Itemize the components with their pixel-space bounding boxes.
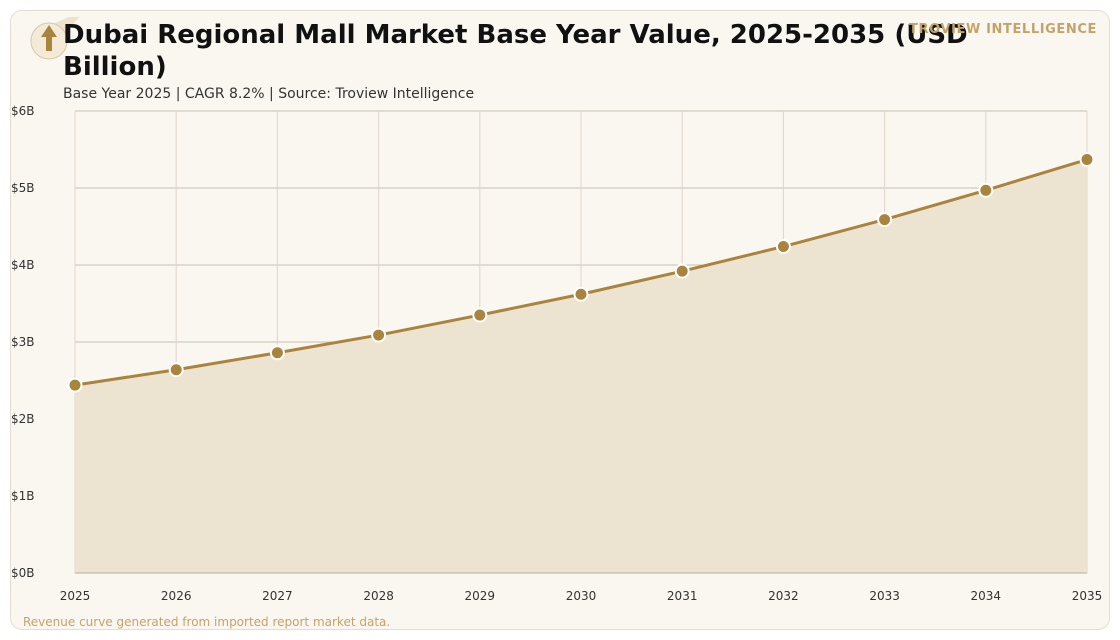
brand-label: TROVIEW INTELLIGENCE — [909, 22, 1097, 37]
y-tick-label: $4B — [11, 258, 35, 272]
x-tick-label: 2026 — [161, 589, 192, 603]
y-tick-label: $6B — [11, 104, 35, 118]
x-tick-label: 2031 — [667, 589, 698, 603]
x-tick-label: 2025 — [60, 589, 91, 603]
data-point — [775, 239, 791, 255]
chart-title: Dubai Regional Mall Market Base Year Val… — [63, 20, 968, 82]
upward-arrow-icon — [21, 11, 86, 63]
x-axis-ticks: 2025 2026 2027 2028 2029 2030 2031 2032 2033 2034… — [60, 589, 1103, 603]
y-tick-label: $3B — [11, 335, 35, 349]
data-point — [674, 263, 690, 279]
area-chart: $0B$1B$2B$3B$4B$5B$6B 2025 2026 2027 2028 20… — [11, 104, 1103, 603]
data-point — [67, 377, 83, 393]
area-fill — [75, 159, 1087, 573]
data-points — [67, 152, 1095, 393]
x-tick-label: 2035 — [1072, 589, 1103, 603]
y-axis-ticks: $0B $1B $2B $3B $4B $5B $6B — [11, 104, 35, 580]
x-tick-label: 2032 — [768, 589, 799, 603]
data-point — [1079, 152, 1095, 168]
data-point — [269, 345, 285, 361]
y-tick-label: $1B — [11, 489, 35, 503]
x-tick-label: 2027 — [262, 589, 293, 603]
x-tick-label: 2028 — [363, 589, 394, 603]
y-tick-label: $5B — [11, 181, 35, 195]
x-tick-label: 2034 — [971, 589, 1002, 603]
chart-subtitle: Base Year 2025 | CAGR 8.2% | Source: Tro… — [63, 86, 475, 102]
footnote: Revenue curve generated from imported re… — [23, 615, 391, 629]
y-tick-label: $2B — [11, 412, 35, 426]
x-tick-label: 2033 — [869, 589, 900, 603]
data-point — [877, 212, 893, 228]
data-point — [573, 286, 589, 302]
data-point — [168, 362, 184, 378]
x-tick-label: 2030 — [566, 589, 597, 603]
data-point — [978, 182, 994, 198]
data-point — [371, 327, 387, 343]
y-tick-label: $0B — [11, 566, 35, 580]
data-point — [472, 307, 488, 323]
chart-card: Dubai Regional Mall Market Base Year Val… — [10, 10, 1110, 630]
x-tick-label: 2029 — [465, 589, 496, 603]
